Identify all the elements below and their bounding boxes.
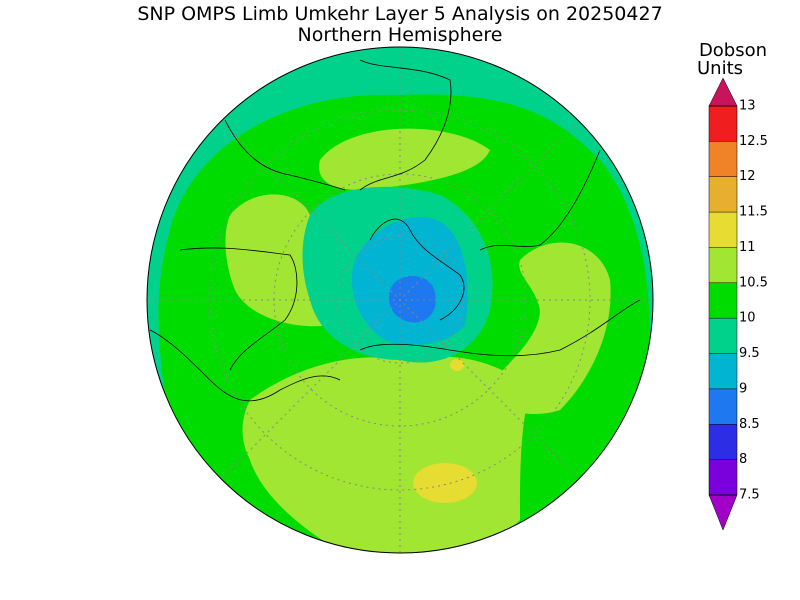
colorbar-tick-label: 11.5 — [739, 205, 768, 220]
colorbar-tick-label: 8 — [739, 452, 747, 467]
colorbar-tick-label: 10 — [739, 311, 756, 326]
colorbar-band — [709, 106, 737, 142]
colorbar-band — [709, 424, 737, 460]
colorbar-band — [709, 247, 737, 283]
colorbar-band — [709, 176, 737, 213]
colorbar-over — [708, 77, 738, 107]
colorbar-band — [709, 459, 737, 495]
polar-map — [147, 47, 653, 553]
subtitle: Northern Hemisphere — [298, 24, 503, 46]
colorbar-tick-label: 12.5 — [739, 134, 768, 149]
colorbar-under — [708, 494, 738, 531]
colorbar-label: Dobson — [699, 40, 767, 61]
colorbar-tick-label: 8.5 — [739, 417, 760, 432]
colorbar-band — [709, 353, 737, 389]
colorbar-tick-label: 11 — [739, 240, 756, 255]
colorbar-band — [709, 282, 737, 319]
colorbar-tick-label: 7.5 — [739, 488, 760, 503]
colorbar-tick-label: 12 — [739, 169, 756, 184]
colorbar-band — [709, 318, 737, 354]
colorbar-band — [709, 141, 737, 177]
map-border — [146, 46, 654, 554]
colorbar-label: Units — [697, 58, 743, 79]
colorbar-band — [709, 388, 737, 425]
title: SNP OMPS Limb Umkehr Layer 5 Analysis on… — [137, 3, 662, 25]
colorbar-band — [709, 212, 737, 248]
colorbar-tick-label: 13 — [739, 99, 756, 114]
colorbar-tick-label: 9.5 — [739, 346, 760, 361]
colorbar-tick-label: 9 — [739, 381, 747, 396]
colorbar: 7.5 8 8.5 9 9.5 10 10.5 11 11.5 12 12.5 13 — [708, 77, 768, 531]
colorbar-tick-label: 10.5 — [739, 275, 768, 290]
